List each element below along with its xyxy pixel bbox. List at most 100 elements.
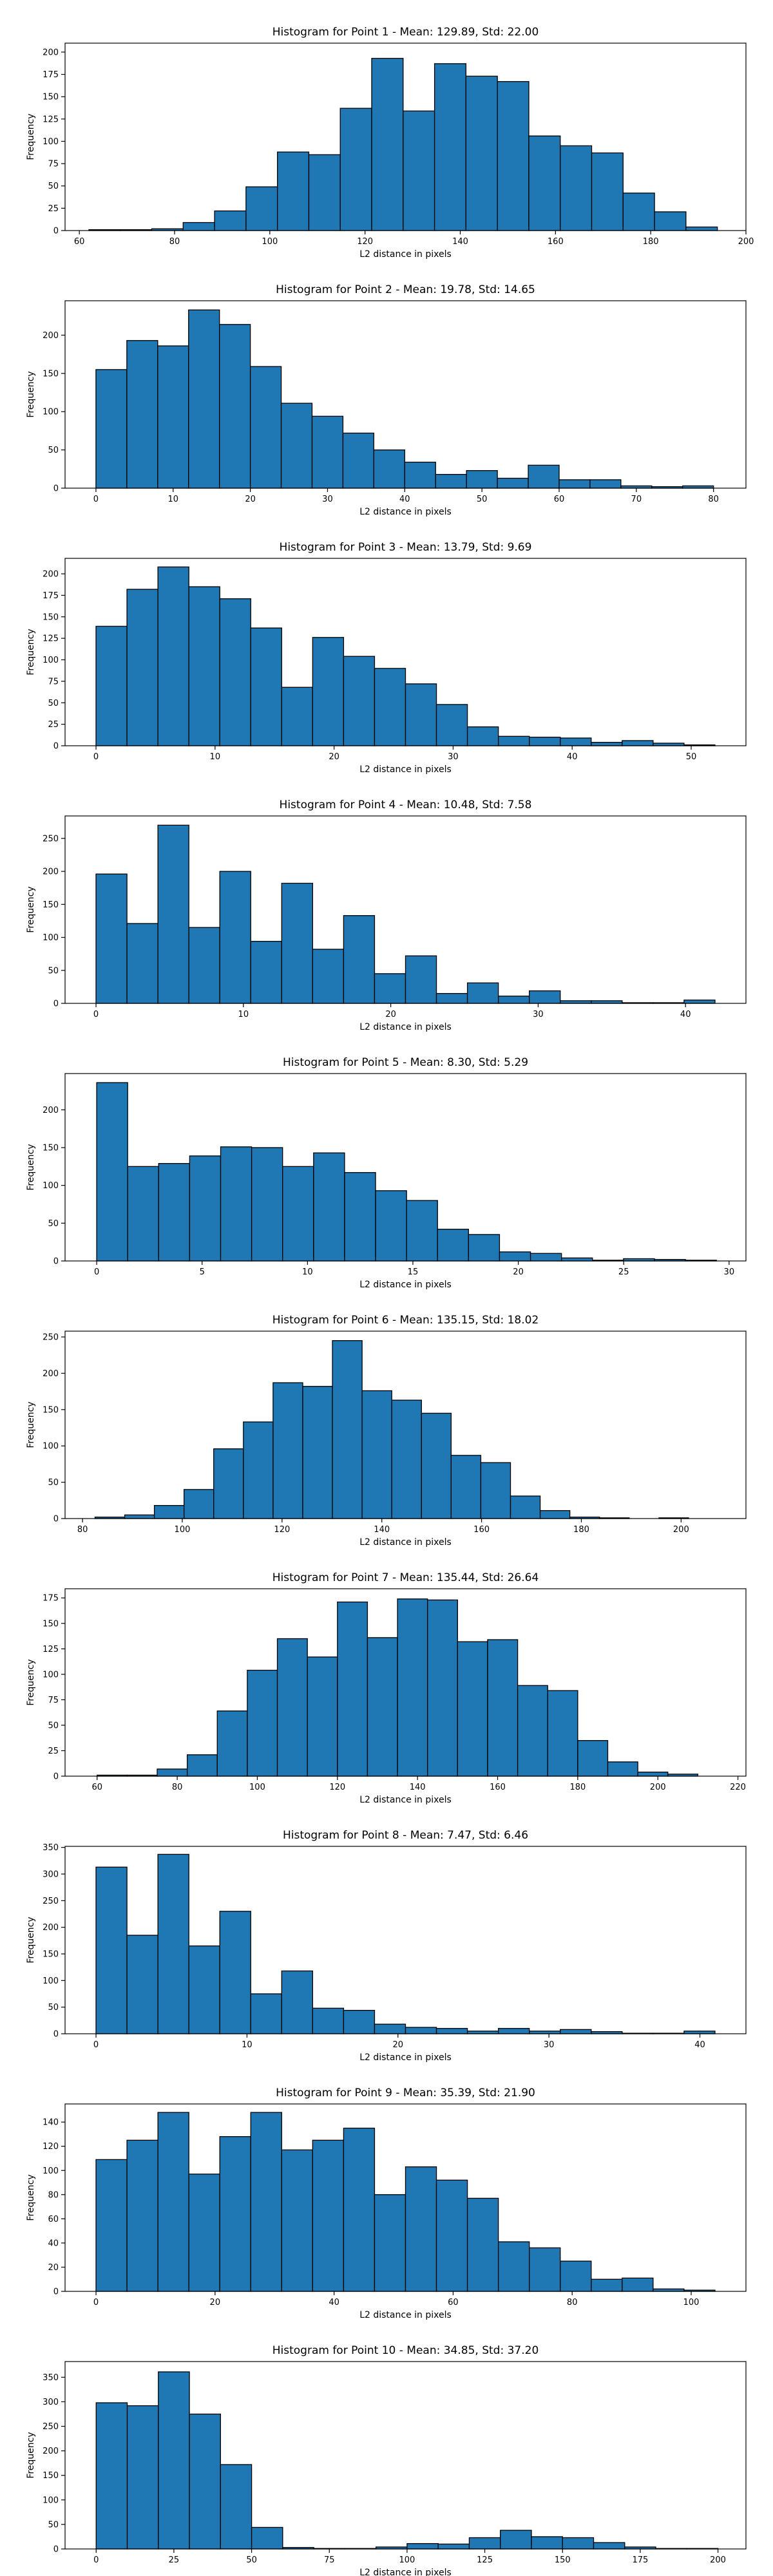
histogram-bar <box>560 737 592 746</box>
x-tick-label: 25 <box>169 2555 180 2565</box>
histogram-bar <box>189 1155 222 1262</box>
histogram-bar <box>250 941 282 1004</box>
histogram-bar <box>126 2139 158 2292</box>
x-tick-label: 20 <box>385 1010 396 1019</box>
histogram-bar <box>153 1505 185 1519</box>
histogram-bar <box>243 1421 274 1519</box>
x-tick-label: 80 <box>708 495 719 504</box>
histogram-bar <box>337 1601 368 1777</box>
histogram-bar <box>249 366 282 489</box>
histogram-bar <box>343 2009 376 2034</box>
histogram-bar <box>560 2029 592 2034</box>
axes-frame <box>64 1073 747 1262</box>
x-tick-label: 160 <box>490 1783 506 1792</box>
histogram-bar <box>313 1152 345 1262</box>
x-axis-label: L2 distance in pixels <box>359 2052 452 2063</box>
histogram-bar <box>250 627 282 746</box>
histogram-bar <box>539 1510 571 1519</box>
histogram-bar <box>95 2159 128 2292</box>
histogram-bar <box>607 1761 638 1777</box>
x-tick-label: 20 <box>393 2040 404 2050</box>
x-tick-label: 200 <box>673 1525 689 1535</box>
histogram-bar <box>406 1200 438 1262</box>
histogram-bar <box>562 2537 595 2550</box>
x-tick-label: 30 <box>544 2040 555 2050</box>
histogram-bar <box>435 2028 468 2034</box>
histogram-bar <box>344 1172 376 1262</box>
y-tick-label: 25 <box>48 720 59 730</box>
histogram-bar <box>374 2023 406 2034</box>
histogram-bar <box>622 193 655 231</box>
histogram-bar <box>529 990 561 1004</box>
y-tick-label: 175 <box>43 1594 59 1604</box>
y-tick-label: 250 <box>43 1333 59 1343</box>
x-axis-label: L2 distance in pixels <box>359 1280 452 1290</box>
y-tick-label: 100 <box>43 2496 59 2505</box>
y-tick-label: 150 <box>43 2471 59 2481</box>
histogram-bar <box>683 999 716 1004</box>
y-tick-label: 50 <box>48 966 59 976</box>
histogram-bar <box>685 226 718 231</box>
axes-frame <box>64 43 747 231</box>
axes-frame <box>64 815 747 1004</box>
y-tick-label: 200 <box>43 867 59 877</box>
y-tick-label: 80 <box>48 2190 59 2200</box>
histogram-bar <box>435 992 468 1004</box>
histogram-bar <box>427 1599 458 1777</box>
histogram-bar <box>547 1690 578 1777</box>
x-tick-label: 100 <box>683 2298 700 2307</box>
x-tick-label: 140 <box>452 237 468 247</box>
histogram-bar <box>126 589 158 746</box>
histogram-bar <box>577 1739 609 1777</box>
y-axis-label: Frequency <box>26 1917 36 1963</box>
histogram-bar <box>497 80 530 231</box>
y-tick-label: 100 <box>43 408 59 417</box>
histogram-bar <box>591 2278 623 2292</box>
histogram-bar <box>95 873 128 1004</box>
histogram-bar <box>375 1190 407 1262</box>
y-tick-label: 0 <box>53 1772 59 1782</box>
y-tick-label: 300 <box>43 1870 59 1879</box>
histogram-bar <box>589 479 622 489</box>
histogram-bar <box>530 1253 562 1262</box>
histogram-bar <box>281 1970 314 2034</box>
y-tick-label: 0 <box>53 999 59 1009</box>
histogram-bar <box>219 598 251 746</box>
y-tick-label: 250 <box>43 1897 59 1906</box>
histogram-bar <box>435 473 467 489</box>
y-axis-label: Frequency <box>26 113 36 160</box>
histogram-bar <box>220 1146 253 1262</box>
histogram-bar <box>158 2371 190 2550</box>
histogram-bar <box>157 824 189 1004</box>
histogram-bar <box>343 915 376 1004</box>
histogram-bar <box>250 2112 282 2292</box>
histogram-bar <box>683 2031 716 2034</box>
y-tick-label: 100 <box>43 1670 59 1680</box>
histogram-bar <box>560 2260 592 2292</box>
histogram-panel-2: Histogram for Point 2 - Mean: 19.78, Std… <box>26 283 747 517</box>
histogram-bar <box>528 464 560 489</box>
y-axis-label: Frequency <box>26 1144 36 1190</box>
histogram-bar <box>622 740 654 746</box>
histogram-bar <box>312 2139 345 2292</box>
x-tick-label: 10 <box>168 495 179 504</box>
histogram-bar <box>311 415 344 489</box>
histogram-bar <box>558 479 591 489</box>
x-tick-label: 60 <box>554 495 565 504</box>
histogram-bar <box>126 2405 159 2550</box>
histogram-bar <box>591 1000 623 1004</box>
x-tick-label: 220 <box>730 1783 746 1792</box>
axes-frame <box>64 1331 747 1519</box>
y-axis-label: Frequency <box>26 2174 36 2221</box>
y-tick-label: 175 <box>43 70 59 80</box>
chart-title: Histogram for Point 9 - Mean: 35.39, Std… <box>276 2087 535 2099</box>
x-tick-label: 125 <box>477 2555 493 2565</box>
y-tick-label: 100 <box>43 1442 59 1452</box>
x-tick-label: 200 <box>738 237 754 247</box>
x-tick-label: 25 <box>618 1267 629 1277</box>
histogram-bar <box>480 1462 511 1519</box>
chart-title: Histogram for Point 4 - Mean: 10.48, Std… <box>280 799 532 811</box>
y-tick-label: 150 <box>43 1143 59 1153</box>
histogram-panel-7: Histogram for Point 7 - Mean: 135.44, St… <box>26 1571 747 1805</box>
histogram-panel-4: Histogram for Point 4 - Mean: 10.48, Std… <box>26 799 747 1032</box>
